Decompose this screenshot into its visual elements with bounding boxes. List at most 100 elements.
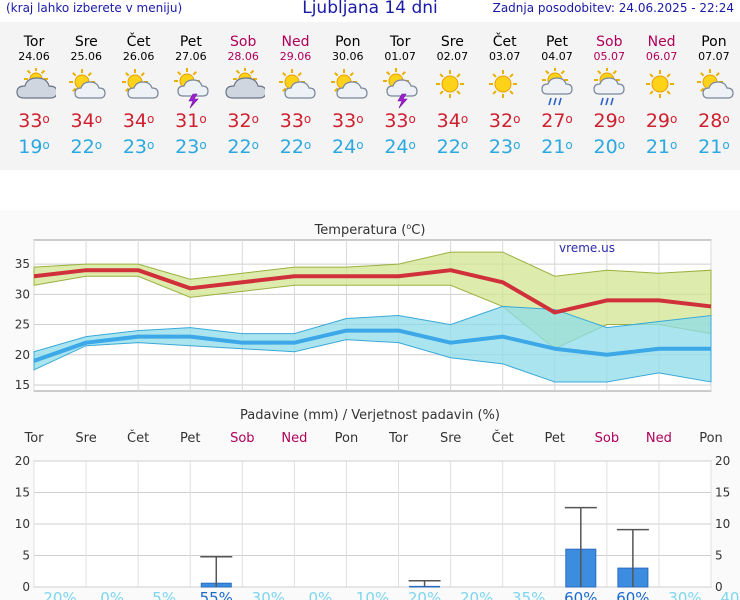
- day-name: Tor: [23, 34, 45, 50]
- sun-rain-icon: [583, 64, 635, 108]
- min-temp-value: 23: [122, 136, 148, 158]
- sun-icon: [426, 64, 478, 108]
- day-name: Ned: [647, 34, 676, 50]
- degree-mark: o: [356, 138, 364, 152]
- forecast-day-1: Sre 25.06 34o 22o: [60, 22, 112, 160]
- max-temp: 34o: [426, 108, 478, 134]
- min-temp-value: 24: [332, 136, 357, 158]
- min-temp: 23o: [479, 134, 531, 160]
- degree-mark: o: [408, 138, 416, 152]
- precip-y-tick-right: 10: [715, 517, 730, 531]
- temp-y-tick: 35: [15, 257, 30, 271]
- degree-mark: o: [94, 138, 103, 152]
- day-name: Sre: [74, 34, 98, 50]
- partly-sunny-icon: [688, 64, 740, 108]
- cloudy-sun-icon: [225, 68, 266, 99]
- min-temp-value: 22: [436, 136, 461, 158]
- degree-mark: o: [303, 112, 312, 126]
- sun-icon: [645, 70, 674, 98]
- day-date: 30.06: [332, 50, 364, 63]
- forecast-day-10: Pet 04.07 27o 21o: [531, 22, 583, 160]
- forecast-day-6: Pon 30.06 33o 24o: [322, 22, 374, 160]
- min-temp-value: 22: [227, 136, 252, 158]
- min-temp-value: 23: [488, 136, 514, 158]
- sun-rain-icon: [531, 64, 583, 108]
- degree-mark: o: [199, 112, 207, 126]
- sun-icon: [488, 70, 517, 98]
- degree-mark: o: [147, 138, 155, 152]
- sun-icon: [436, 70, 465, 98]
- precip-x-label: Sre: [75, 431, 96, 446]
- temp-y-tick: 30: [15, 287, 30, 301]
- day-date: 27.06: [175, 50, 207, 63]
- precip-x-label: Ned: [646, 431, 672, 446]
- partly-sunny-icon: [278, 69, 316, 99]
- precip-y-tick-right: 20: [715, 454, 730, 468]
- degree-mark: o: [251, 112, 259, 126]
- partly-sunny-icon: [69, 69, 106, 99]
- precip-y-tick-left: 0: [22, 580, 30, 594]
- degree-mark: o: [513, 112, 521, 126]
- day-date: 29.06: [279, 50, 312, 63]
- charts-panel: Temperatura (oC) 15 20 25 30 35 vreme.us Padav…: [0, 210, 740, 600]
- day-date: 24.06: [18, 50, 50, 63]
- min-temp: 22o: [60, 134, 112, 160]
- page-title: Ljubljana 14 dni: [302, 0, 438, 18]
- temperature-chart: Temperatura (oC) 15 20 25 30 35 vreme.us: [15, 222, 712, 392]
- cloudy-sun-icon: [217, 64, 269, 108]
- degree-mark: o: [513, 138, 521, 152]
- forecast-day-3: Pet 27.06 31o 23o: [165, 22, 217, 160]
- forecast-day-2: Čet 26.06 34o 23o: [113, 22, 165, 160]
- day-name: Sob: [596, 34, 623, 50]
- min-temp-value: 19: [18, 136, 43, 158]
- min-temp-value: 22: [70, 136, 95, 158]
- day-date: 04.07: [541, 50, 573, 63]
- precip-chart-title: Padavine (mm) / Verjetnost padavin (%): [240, 408, 500, 423]
- precip-y-tick-right: 5: [715, 549, 723, 563]
- precip-y-tick-left: 15: [15, 486, 30, 500]
- day-name: Ned: [281, 34, 310, 50]
- precip-probability: 20%: [408, 589, 441, 600]
- forecast-day-0: Tor 24.06 33o 19o: [8, 22, 60, 160]
- max-temp-value: 33: [384, 110, 409, 132]
- max-temp-value: 29: [593, 110, 618, 132]
- min-temp: 19o: [8, 134, 60, 160]
- precip-x-label: Tor: [388, 431, 409, 446]
- day-name: Pon: [335, 34, 361, 50]
- precip-probability: 5%: [152, 589, 176, 600]
- max-temp-value: 32: [488, 110, 514, 132]
- day-date: 06.07: [645, 50, 678, 63]
- degree-mark: o: [42, 112, 50, 126]
- max-temp-value: 29: [645, 110, 671, 132]
- precip-probability: 20%: [460, 589, 493, 600]
- degree-mark: o: [617, 138, 626, 152]
- thunderstorm-icon: [173, 68, 209, 109]
- min-temp: 21o: [636, 134, 688, 160]
- min-temp-value: 20: [593, 136, 618, 158]
- min-temp-value: 21: [698, 136, 723, 158]
- precip-x-label: Pon: [335, 431, 359, 446]
- min-temp: 22o: [217, 134, 269, 160]
- max-temp: 31o: [165, 108, 217, 134]
- location-hint[interactable]: (kraj lahko izberete v meniju): [6, 1, 183, 15]
- thunderstorm-icon: [165, 64, 217, 109]
- precip-y-tick-left: 10: [15, 517, 30, 531]
- max-temp: 34o: [113, 108, 165, 134]
- precip-probability: 40%: [720, 589, 740, 600]
- max-temp: 33o: [322, 108, 374, 134]
- precip-x-label: Čet: [492, 430, 514, 446]
- max-temp-value: 33: [18, 110, 43, 132]
- forecast-day-5: Ned 29.06 33o 22o: [270, 22, 322, 160]
- max-temp: 28o: [688, 108, 740, 134]
- precip-x-label: Čet: [127, 430, 149, 446]
- forecast-day-4: Sob 28.06 32o 22o: [217, 22, 269, 160]
- precip-y-tick-right: 15: [715, 486, 730, 500]
- degree-mark: o: [42, 138, 50, 152]
- degree-mark: o: [356, 112, 364, 126]
- max-temp: 32o: [217, 108, 269, 134]
- sun-icon: [636, 64, 688, 108]
- max-temp-value: 32: [227, 110, 252, 132]
- precip-probability: 60%: [616, 589, 649, 600]
- max-temp: 33o: [374, 108, 426, 134]
- day-name: Čet: [126, 34, 151, 50]
